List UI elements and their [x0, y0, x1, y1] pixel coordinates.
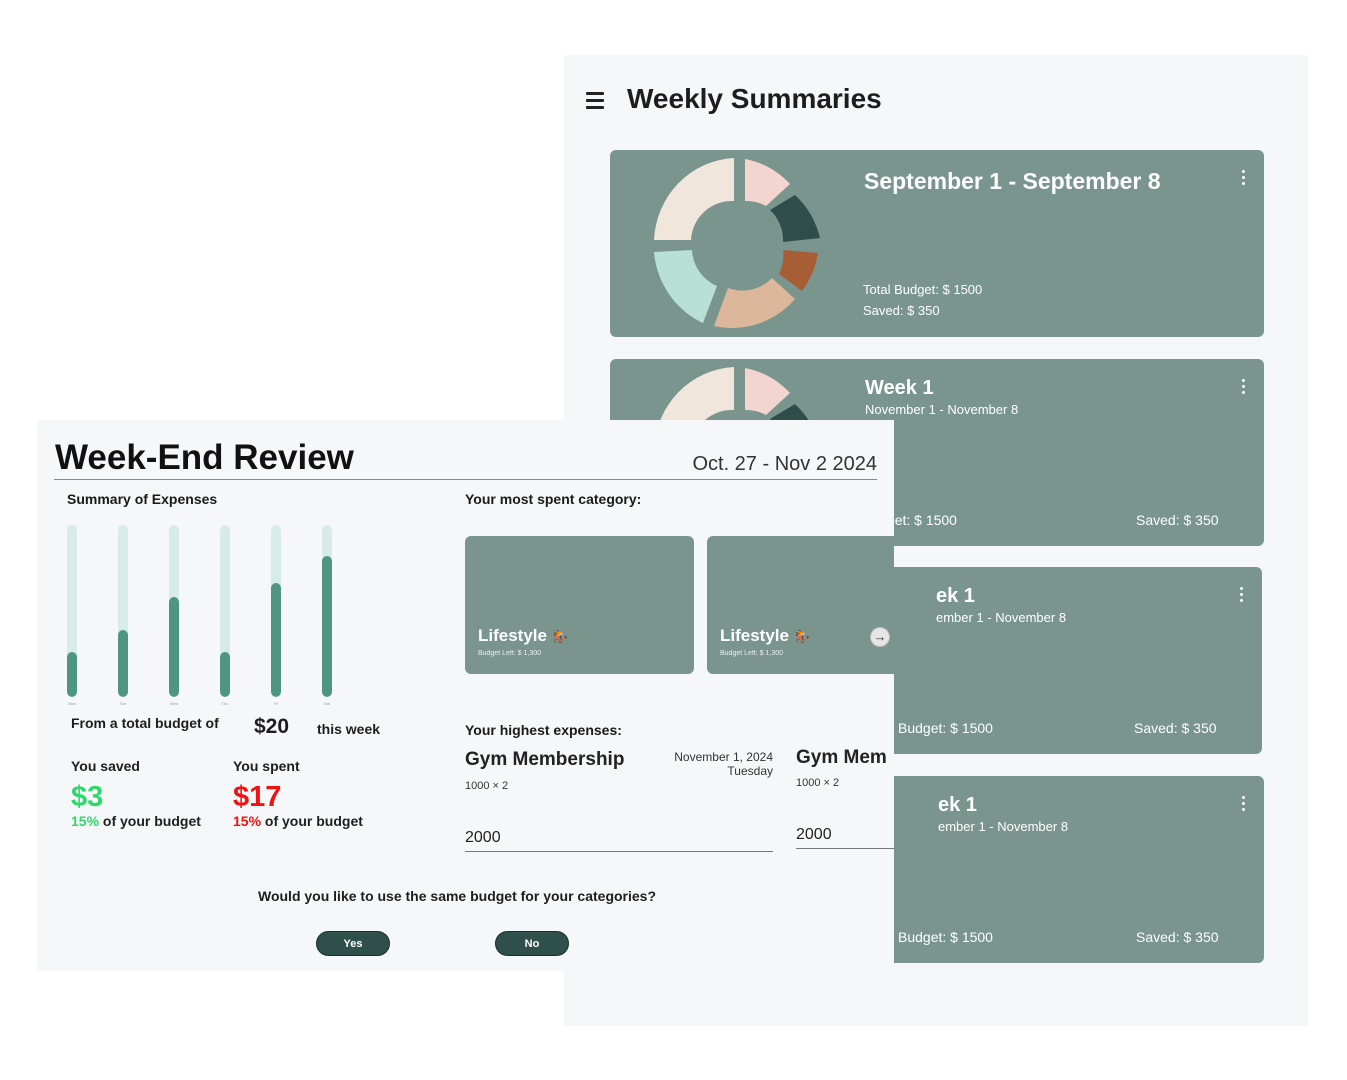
week-range: ember 1 - November 8 [936, 610, 1067, 625]
category-name: Lifestyle 🏇 [720, 626, 810, 646]
you-saved-label: You saved [71, 758, 140, 774]
arrow-right-icon[interactable]: → [870, 627, 890, 647]
saved-pct-value: 15% [71, 813, 100, 829]
week-title: ek 1 [936, 585, 975, 607]
kebab-menu-icon[interactable] [1240, 379, 1246, 397]
expense-amount-field[interactable]: 2000 [796, 826, 894, 849]
expense-date-value: November 1, 2024 [674, 750, 773, 764]
donut-segment [779, 250, 818, 291]
expense-bar [220, 525, 230, 697]
expense-bar [67, 525, 77, 697]
kebab-menu-icon[interactable] [1238, 587, 1244, 605]
expense-date: November 1, 2024 Tuesday [643, 750, 773, 778]
donut-segment [714, 278, 795, 329]
total-budget-amount: $20 [254, 715, 290, 738]
review-date-range: Oct. 27 - Nov 2 2024 [692, 453, 877, 475]
expense-bar-fill [220, 652, 230, 697]
summary-saved: Saved: $ 350 [863, 303, 940, 318]
saved-amount: $3 [71, 781, 104, 813]
expense-bar-fill [322, 556, 332, 697]
expense-amount-field[interactable]: 2000 [465, 829, 773, 852]
week-end-review-panel: Week-End Review Oct. 27 - Nov 2 2024 Sum… [37, 420, 894, 971]
bar-day-label: Thu [221, 701, 229, 706]
kebab-menu-icon[interactable] [1240, 796, 1246, 814]
week-title: Week 1 [865, 377, 934, 399]
no-button[interactable]: No [495, 931, 569, 956]
week-saved: Saved: $ 350 [1134, 720, 1217, 736]
expense-bar [118, 525, 128, 697]
donut-chart [654, 158, 820, 329]
expense-day: Tuesday [727, 764, 773, 778]
spent-amount: $17 [233, 781, 282, 813]
spent-percentage: 15% of your budget [233, 813, 363, 829]
saved-pct-suffix: of your budget [102, 813, 201, 829]
saved-percentage: 15% of your budget [71, 813, 201, 829]
expense-bar-fill [67, 652, 77, 697]
divider [54, 479, 877, 480]
highest-expenses-label: Your highest expenses: [465, 722, 622, 738]
bar-day-label: Wed [169, 701, 179, 706]
summary-of-expenses-label: Summary of Expenses [67, 491, 218, 507]
spent-pct-value: 15% [233, 813, 262, 829]
week-title: ek 1 [938, 794, 977, 816]
donut-segment [745, 159, 790, 206]
expense-bar [169, 525, 179, 697]
category-label: Lifestyle [720, 626, 789, 645]
total-budget-prefix: From a total budget of [71, 715, 219, 731]
same-budget-question: Would you like to use the same budget fo… [257, 888, 657, 904]
category-budget-left: Budget Left: $ 1,300 [478, 650, 542, 657]
donut-segment [770, 195, 820, 242]
summary-card[interactable]: September 1 - September 8 Total Budget: … [610, 150, 1264, 337]
expense-quantity: 1000 × 2 [796, 777, 840, 789]
donut-segment [745, 368, 790, 415]
expense-quantity: 1000 × 2 [465, 780, 509, 792]
expense-bar [322, 525, 332, 697]
bar-day-label: Mon [68, 701, 76, 706]
week-saved: Saved: $ 350 [1136, 929, 1219, 945]
expense-bar-fill [118, 630, 128, 697]
category-card[interactable]: Lifestyle 🏇 Budget Left: $ 1,300 [465, 536, 694, 674]
most-spent-category-label: Your most spent category: [465, 491, 642, 507]
week-range: November 1 - November 8 [865, 402, 1019, 417]
horse-riding-icon: 🏇 [551, 629, 568, 644]
week-budget: Budget: $ 1500 [898, 720, 993, 736]
expense-name: Gym Membership [465, 749, 625, 770]
summary-total-budget: Total Budget: $ 1500 [863, 282, 983, 297]
spent-pct-suffix: of your budget [264, 813, 363, 829]
expense-bar-fill [271, 583, 281, 697]
week-range: ember 1 - November 8 [938, 819, 1069, 834]
category-name: Lifestyle 🏇 [478, 626, 568, 646]
review-title: Week-End Review [55, 438, 354, 477]
donut-segment [654, 250, 717, 323]
yes-button[interactable]: Yes [316, 931, 390, 956]
total-budget-suffix: this week [317, 721, 381, 737]
expenses-bar-chart: Mon Tue Wed Thu Fri Sat [67, 525, 347, 707]
expense-name: Gym Mem [796, 747, 887, 768]
bar-day-label: Fri [273, 701, 279, 706]
week-budget: Budget: $ 1500 [898, 929, 993, 945]
page-title: Weekly Summaries [627, 83, 882, 114]
horse-riding-icon: 🏇 [793, 629, 810, 644]
expense-bar [271, 525, 281, 697]
week-saved: Saved: $ 350 [1136, 512, 1219, 528]
donut-segment [654, 158, 734, 240]
category-label: Lifestyle [478, 626, 547, 645]
summary-range: September 1 - September 8 [864, 168, 1161, 194]
category-card[interactable]: Lifestyle 🏇 Budget Left: $ 1,300 [707, 536, 894, 674]
you-spent-label: You spent [233, 758, 300, 774]
category-budget-left: Budget Left: $ 1,300 [720, 650, 784, 657]
bar-day-label: Tue [119, 701, 127, 706]
expense-bar-fill [169, 597, 179, 697]
kebab-menu-icon[interactable] [1240, 170, 1246, 188]
bar-day-label: Sat [323, 701, 330, 706]
hamburger-menu-icon[interactable] [586, 92, 604, 110]
